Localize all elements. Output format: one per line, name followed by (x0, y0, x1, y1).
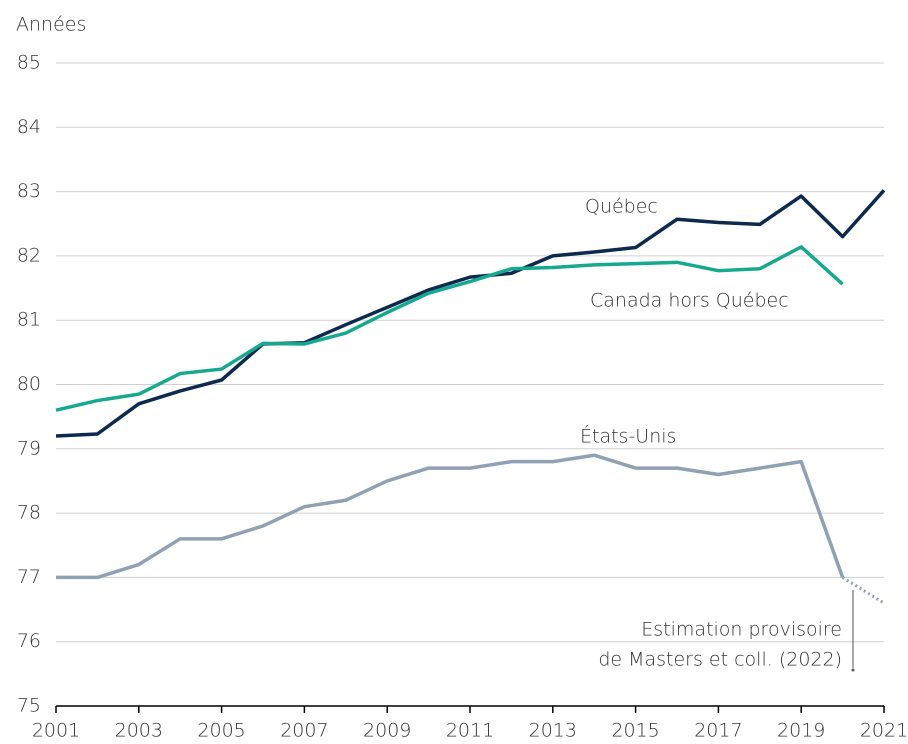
y-tick-label: 84 (17, 116, 41, 138)
x-tick-label: 2001 (32, 720, 80, 742)
series-label: États-Unis (580, 425, 676, 448)
y-tick-label: 79 (17, 437, 41, 459)
annotation: de Masters et coll. (2022) (598, 649, 842, 671)
y-tick-label: 76 (17, 630, 41, 652)
x-tick-label: 2007 (280, 720, 328, 742)
y-tick-label: 80 (17, 373, 41, 395)
series-line-estimate (841, 576, 885, 605)
series-label: Canada hors Québec (590, 290, 789, 312)
x-tick-label: 2021 (860, 720, 908, 742)
x-tick-label: 2013 (529, 720, 577, 742)
x-tick-label: 2009 (363, 720, 411, 742)
x-tick-label: 2011 (446, 720, 494, 742)
y-tick-label: 75 (17, 695, 41, 717)
annotation-dot (851, 668, 855, 672)
y-tick-label: 78 (17, 502, 41, 524)
annotation: Estimation provisoire (641, 619, 842, 641)
x-tick-label: 2015 (611, 720, 659, 742)
y-tick-label: 81 (17, 309, 41, 331)
x-tick-label: 2019 (777, 720, 825, 742)
x-tick-label: 2005 (197, 720, 245, 742)
series-line (56, 453, 845, 580)
y-tick-label: 85 (17, 52, 41, 74)
y-tick-label: 82 (17, 244, 41, 266)
y-tick-label: 77 (17, 566, 41, 588)
series-label: Québec (585, 196, 658, 218)
series-line (55, 245, 844, 412)
series-line (55, 189, 886, 438)
y-axis-label: Années (16, 14, 86, 36)
y-tick-label: 83 (17, 180, 41, 202)
x-tick-label: 2017 (694, 720, 742, 742)
x-tick-label: 2003 (115, 720, 163, 742)
